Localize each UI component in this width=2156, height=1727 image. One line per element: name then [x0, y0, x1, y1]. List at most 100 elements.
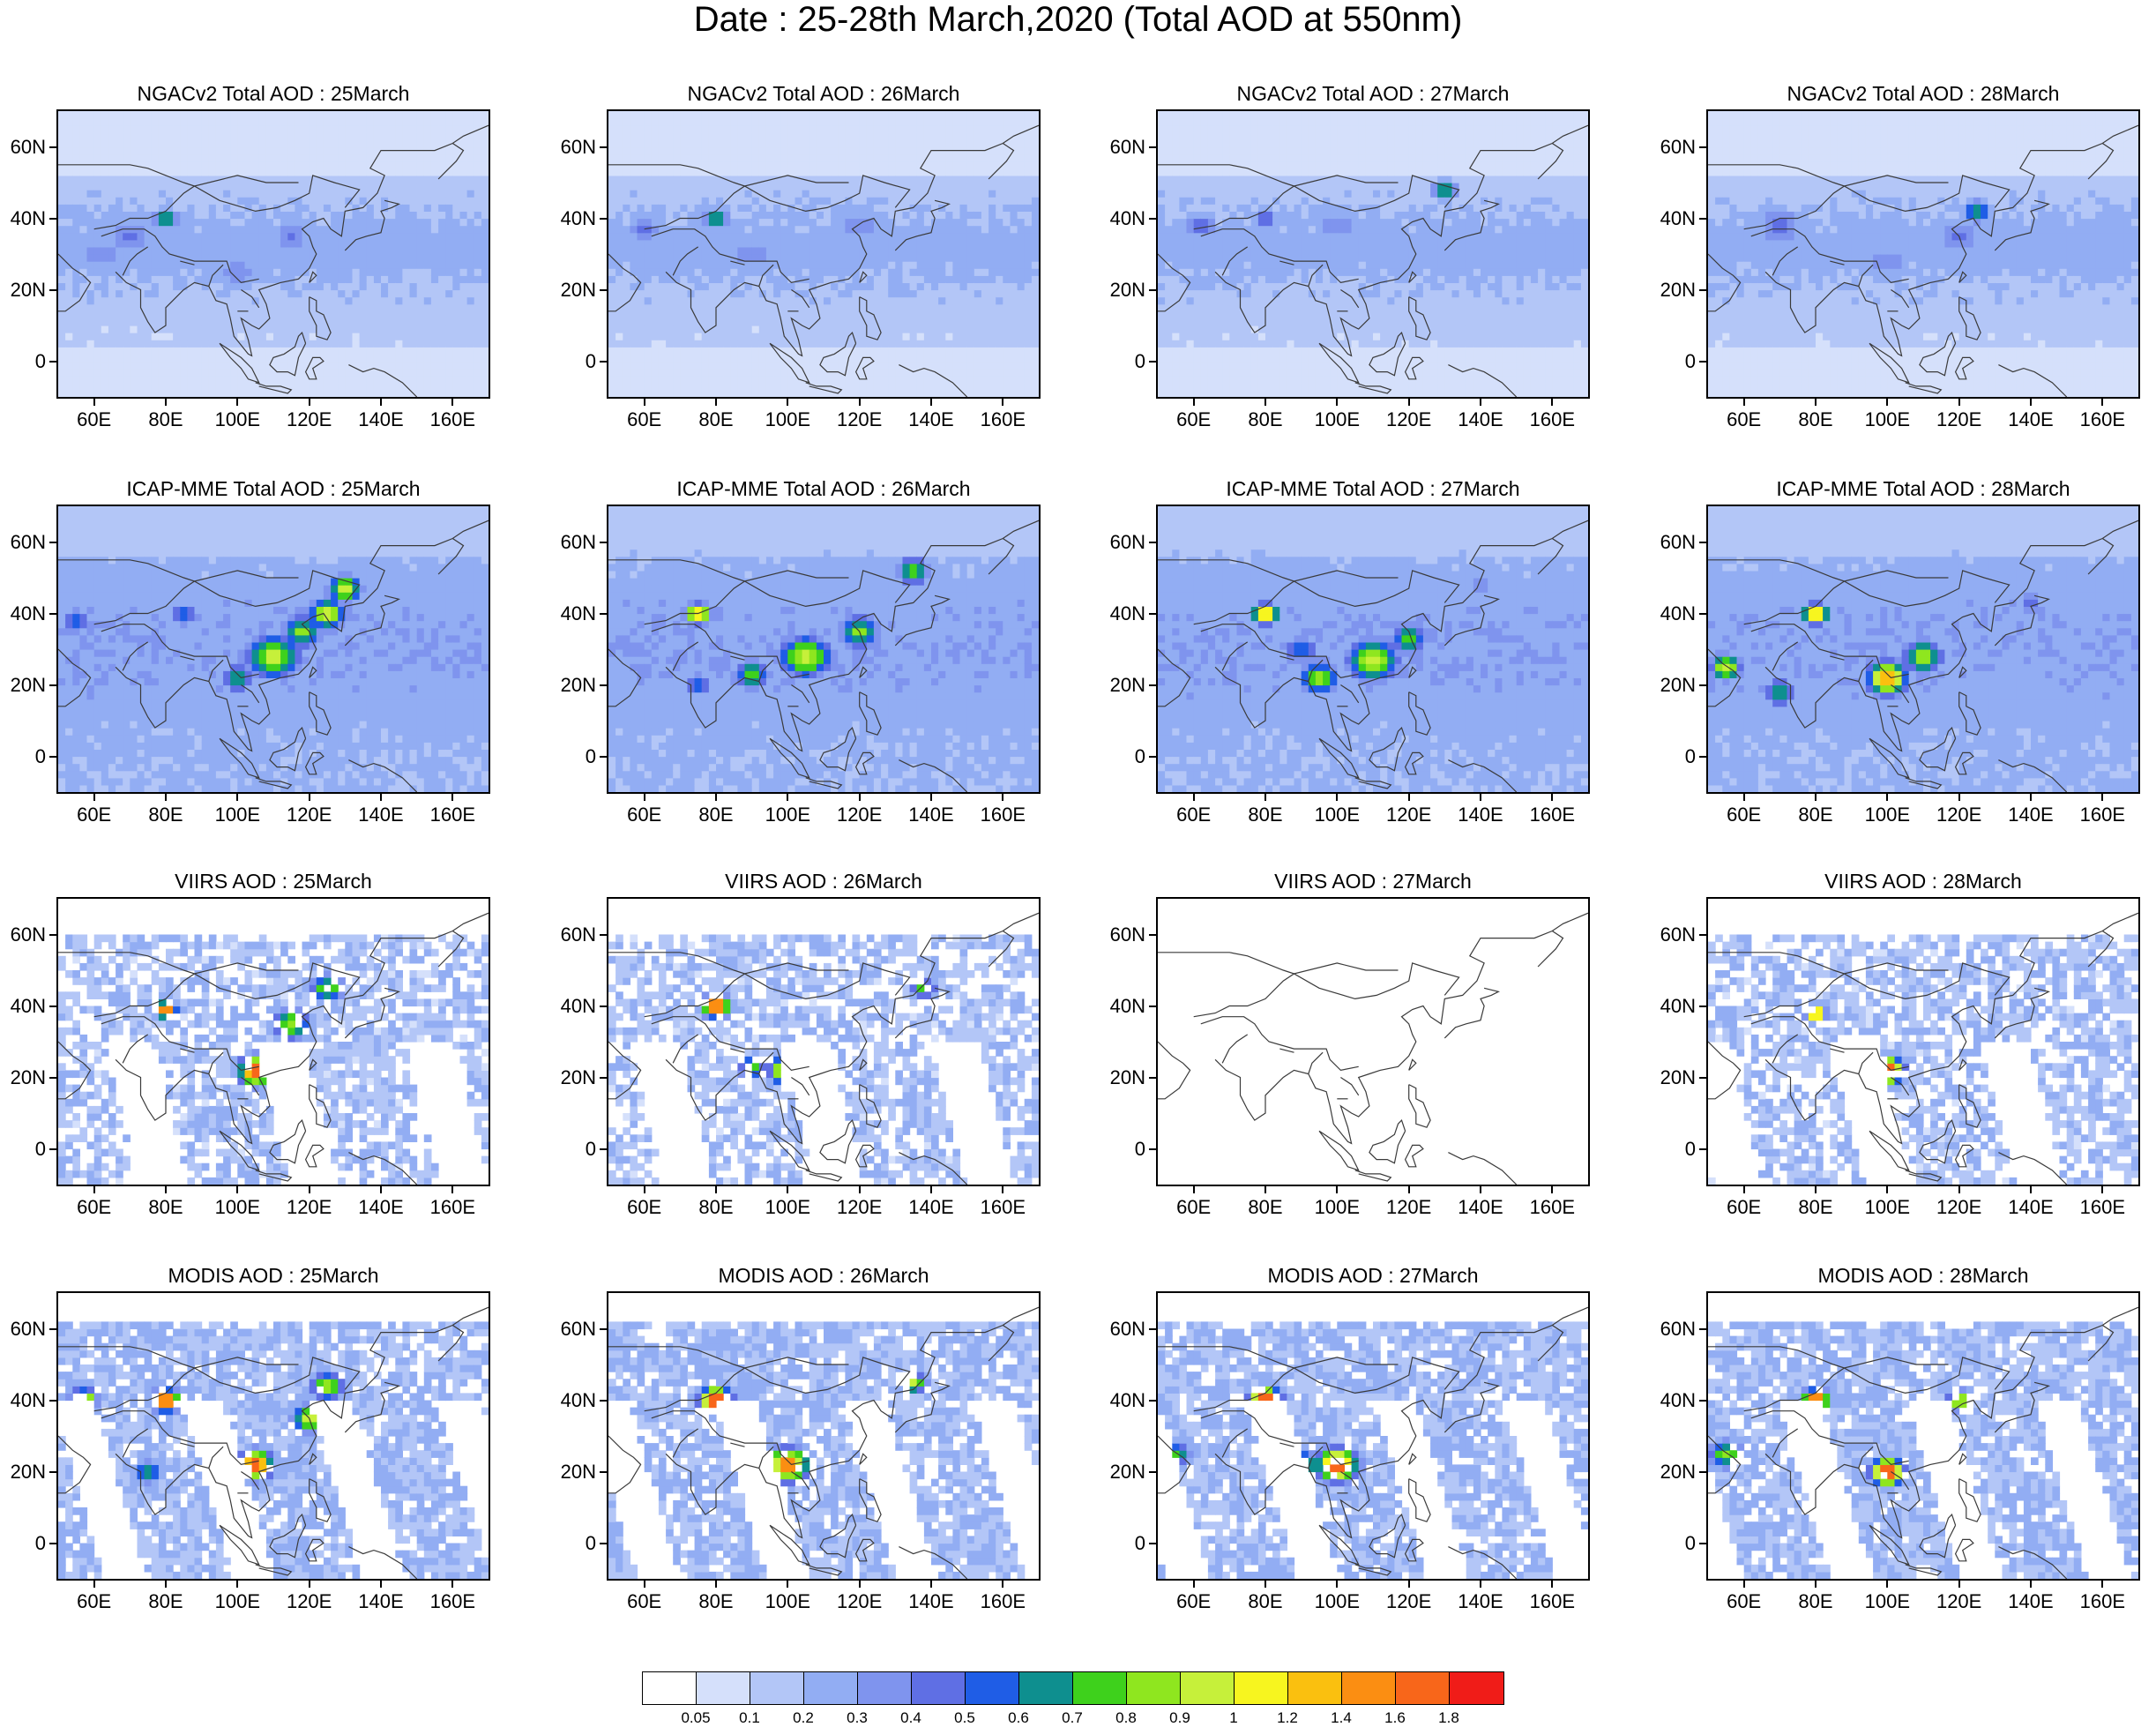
aod-cell	[1158, 318, 1166, 326]
aod-cell	[158, 204, 167, 212]
aod-cell	[852, 146, 861, 155]
aod-cell	[845, 211, 854, 220]
aod-cell	[101, 318, 109, 326]
aod-cell	[194, 125, 203, 133]
aod-cell	[215, 282, 224, 291]
aod-cell	[644, 303, 653, 312]
aod-cell	[902, 318, 911, 326]
aod-cell	[838, 268, 846, 276]
map-panel-ngacv2-1: NGACv2 Total AOD : 25March 60N 40N 20N 0 60E 8…	[0, 81, 529, 460]
aod-cell	[388, 261, 396, 269]
aod-cell	[194, 347, 203, 355]
aod-cell	[608, 204, 616, 212]
aod-cell	[137, 139, 145, 148]
aod-cell	[737, 190, 746, 198]
aod-cell	[644, 347, 653, 355]
aod-cell	[258, 375, 267, 384]
aod-cell	[373, 211, 382, 220]
coastline	[651, 228, 809, 284]
aod-cell	[630, 132, 638, 140]
aod-cell	[730, 282, 738, 291]
aod-cell	[72, 261, 80, 269]
aod-cell	[244, 368, 253, 377]
aod-cell	[93, 232, 102, 241]
aod-cell	[1017, 361, 1026, 370]
aod-cell	[637, 268, 645, 276]
aod-cell	[258, 347, 267, 355]
aod-cell	[58, 111, 66, 119]
aod-cell	[773, 296, 781, 305]
aod-cell	[309, 132, 317, 140]
aod-cell	[680, 389, 688, 397]
aod-cell	[1031, 289, 1039, 298]
aod-cell	[931, 361, 939, 370]
aod-cell	[988, 275, 996, 283]
aod-cell	[123, 232, 131, 241]
aod-cell	[144, 289, 153, 298]
aod-cell	[708, 375, 717, 384]
aod-cell	[395, 347, 403, 355]
aod-cell	[852, 111, 861, 119]
aod-cell	[751, 389, 760, 397]
aod-cell	[1031, 211, 1039, 220]
aod-cell	[816, 118, 824, 126]
aod-cell	[931, 190, 939, 198]
aod-cell	[680, 239, 688, 248]
aod-cell	[430, 325, 439, 333]
aod-cell	[952, 183, 961, 191]
aod-cell	[859, 289, 868, 298]
aod-cell	[694, 232, 703, 241]
aod-cell	[309, 153, 317, 162]
aod-cell	[1031, 318, 1039, 326]
aod-cell	[323, 211, 332, 220]
aod-cell	[180, 310, 188, 319]
aod-cell	[481, 161, 489, 169]
aod-cell	[1031, 254, 1039, 262]
aod-cell	[945, 232, 953, 241]
aod-cell	[116, 368, 123, 377]
aod-cell	[287, 125, 295, 133]
aod-cell	[873, 375, 882, 384]
aod-cell	[201, 239, 210, 248]
aod-cell	[981, 211, 989, 220]
aod-cell	[945, 275, 953, 283]
aod-cell	[1172, 361, 1180, 370]
aod-cell	[373, 296, 382, 305]
aod-cell	[409, 347, 418, 355]
aod-cell	[988, 239, 996, 248]
aod-cell	[373, 310, 382, 319]
aod-cell	[474, 261, 482, 269]
aod-cell	[780, 153, 788, 162]
aod-cell	[223, 190, 231, 198]
aod-cell	[223, 375, 231, 384]
aod-cell	[938, 275, 946, 283]
aod-cell	[280, 225, 288, 234]
aod-cell	[824, 254, 832, 262]
aod-cell	[323, 118, 332, 126]
aod-cell	[144, 153, 153, 162]
aod-cell	[816, 289, 824, 298]
aod-cell	[466, 111, 475, 119]
aod-cell	[730, 246, 738, 255]
coastline	[241, 289, 260, 309]
aod-cell	[680, 232, 688, 241]
aod-cell	[381, 225, 389, 234]
aod-cell	[996, 389, 1003, 397]
aod-cell	[881, 125, 889, 133]
aod-cell	[481, 382, 489, 391]
aod-cell	[208, 118, 217, 126]
aod-cell	[287, 333, 295, 340]
aod-cell	[952, 153, 961, 162]
aod-cell	[1031, 190, 1039, 198]
aod-cell	[873, 296, 882, 305]
lat-tick-label: 0	[0, 350, 46, 372]
aod-cell	[352, 275, 361, 283]
aod-cell	[787, 197, 795, 205]
aod-cell	[158, 246, 167, 255]
aod-cell	[723, 382, 731, 391]
aod-cell	[273, 254, 281, 262]
aod-cell	[474, 282, 482, 291]
aod-cell	[79, 246, 88, 255]
aod-cell	[1024, 211, 1033, 220]
aod-cell	[931, 153, 939, 162]
